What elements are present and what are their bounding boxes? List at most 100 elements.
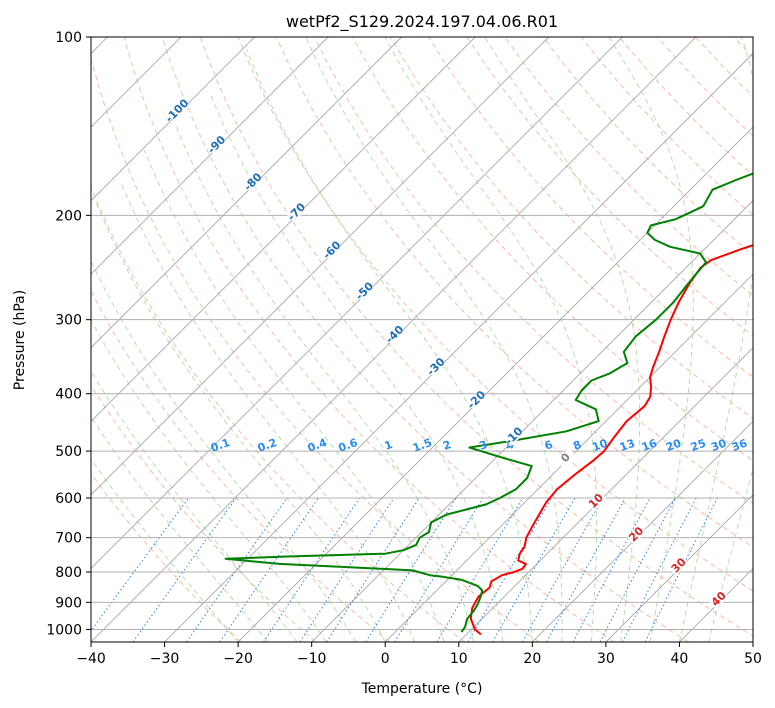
moist-adiabat bbox=[119, 180, 416, 642]
dry-adiabat bbox=[91, 290, 391, 642]
x-tick-label: 30 bbox=[597, 651, 615, 667]
moist-adiabat bbox=[91, 318, 327, 642]
y-tick-label: 500 bbox=[55, 444, 82, 460]
mixing-ratio-label: 16 bbox=[640, 437, 659, 455]
mixing-ratio-line bbox=[644, 497, 718, 642]
mixing-ratio-label: 2 bbox=[441, 438, 453, 453]
isotherm-label-bg bbox=[556, 448, 576, 469]
mixing-ratio-label: 20 bbox=[664, 437, 683, 455]
mixing-ratio-label: 8 bbox=[571, 438, 583, 453]
mixing-ratio-line bbox=[436, 497, 524, 642]
isotherm-line bbox=[237, 126, 753, 642]
y-tick-label: 800 bbox=[55, 565, 82, 581]
y-tick-label: 1000 bbox=[46, 622, 82, 638]
isotherm-label-bg bbox=[426, 357, 447, 378]
dewpoint-profile-line bbox=[224, 172, 753, 633]
moist-adiabat bbox=[174, 123, 474, 642]
mixing-ratio-label: 4 bbox=[504, 438, 516, 453]
y-tick-label: 900 bbox=[55, 595, 82, 611]
y-tick-label: 400 bbox=[55, 387, 82, 403]
mixing-ratio-label: 25 bbox=[689, 437, 708, 454]
mixing-ratio-label: 13 bbox=[618, 437, 637, 454]
isotherm-line bbox=[91, 37, 476, 423]
x-tick-label: −10 bbox=[297, 651, 327, 667]
isotherm-line bbox=[91, 37, 623, 570]
mixing-ratio-line bbox=[622, 497, 697, 642]
y-axis-label: Pressure (hPa) bbox=[12, 290, 28, 390]
mixing-ratio-label: 0.1 bbox=[209, 436, 232, 455]
y-tick-label: 700 bbox=[55, 531, 82, 547]
x-axis-ticks: −40 −30 −20 −10 0 10 20 30 40 50 bbox=[76, 642, 762, 667]
mixing-ratio-label: 1 bbox=[383, 438, 395, 453]
mixing-ratio-line bbox=[394, 497, 484, 642]
moist-adiabat bbox=[91, 458, 239, 642]
moist-adiabat bbox=[246, 49, 533, 642]
moist-adiabat bbox=[95, 201, 386, 642]
dry-adiabat bbox=[91, 185, 465, 642]
dry-adiabat bbox=[91, 384, 316, 642]
mixing-ratio-label: 10 bbox=[591, 437, 610, 455]
isotherm-label-bg bbox=[322, 240, 343, 261]
mixing-ratio-label: 6 bbox=[543, 438, 555, 453]
dry-adiabat bbox=[390, 37, 753, 420]
pressure-grid bbox=[91, 37, 753, 630]
x-tick-label: 40 bbox=[671, 651, 689, 667]
mixing-ratio-line bbox=[365, 497, 457, 642]
mixing-ratio-line bbox=[599, 497, 676, 642]
isotherm-line bbox=[91, 37, 329, 275]
moist-adiabat bbox=[384, 37, 598, 642]
mixing-ratio-line bbox=[546, 497, 626, 642]
isotherm-label-bg bbox=[586, 491, 607, 512]
dry-adiabat bbox=[466, 37, 753, 337]
dry-adiabat bbox=[275, 37, 753, 548]
moist-adiabat bbox=[91, 369, 298, 642]
mixing-ratio-label: 36 bbox=[730, 437, 749, 455]
mixing-ratio-label: 0.6 bbox=[337, 436, 360, 455]
moist-adiabat bbox=[608, 37, 694, 642]
mixing-ratio-label: 1.5 bbox=[411, 436, 434, 455]
mixing-ratio-label: 0.4 bbox=[306, 436, 329, 455]
y-tick-label: 100 bbox=[55, 30, 82, 46]
mixing-ratio-label: 3 bbox=[477, 438, 489, 453]
isotherm-label-bg bbox=[355, 281, 375, 302]
isotherm-line bbox=[605, 494, 753, 642]
y-tick-label: 600 bbox=[55, 491, 82, 507]
x-tick-label: 0 bbox=[381, 651, 390, 667]
dry-adiabat bbox=[352, 37, 753, 462]
isotherm-line bbox=[384, 273, 753, 642]
isotherm-line bbox=[458, 347, 753, 642]
dry-adiabat bbox=[91, 472, 242, 642]
plot-frame bbox=[90, 36, 754, 643]
y-axis-ticks: 100 200 300 400 500 600 700 800 900 1000 bbox=[46, 30, 91, 638]
mixing-ratio-line bbox=[572, 497, 651, 642]
isotherm-label-bg bbox=[669, 555, 689, 576]
x-tick-label: −30 bbox=[150, 651, 180, 667]
isotherm-label-bg bbox=[504, 426, 525, 447]
isotherm-label-bg bbox=[243, 172, 264, 193]
dry-adiabat bbox=[237, 37, 753, 592]
x-tick-label: 10 bbox=[450, 651, 468, 667]
isotherm-line bbox=[91, 37, 255, 202]
dry-adiabat bbox=[161, 37, 689, 642]
isotherm-label-bg bbox=[709, 589, 730, 610]
dry-adiabat bbox=[314, 37, 753, 505]
moist-adiabat bbox=[484, 37, 641, 642]
isotherm-label-bg bbox=[626, 524, 647, 545]
isotherm-label-bg bbox=[385, 324, 405, 345]
isotherm-label-bg bbox=[167, 101, 188, 122]
isotherm-line bbox=[164, 52, 753, 642]
mixing-ratio-line bbox=[91, 497, 190, 632]
mixing-ratio-label: 30 bbox=[709, 437, 728, 455]
x-tick-label: −20 bbox=[223, 651, 253, 667]
isotherm-label-bg bbox=[467, 390, 487, 411]
moist-adiabat bbox=[305, 37, 563, 642]
moist-adiabat bbox=[91, 259, 357, 642]
mixing-ratio-line bbox=[132, 497, 237, 642]
moist-adiabat bbox=[143, 149, 445, 642]
x-axis-label: Temperature (°C) bbox=[361, 681, 483, 697]
x-tick-label: −40 bbox=[76, 651, 106, 667]
dry-adiabat bbox=[91, 56, 540, 642]
x-tick-label: 50 bbox=[744, 651, 762, 667]
profile-lines bbox=[224, 172, 753, 636]
